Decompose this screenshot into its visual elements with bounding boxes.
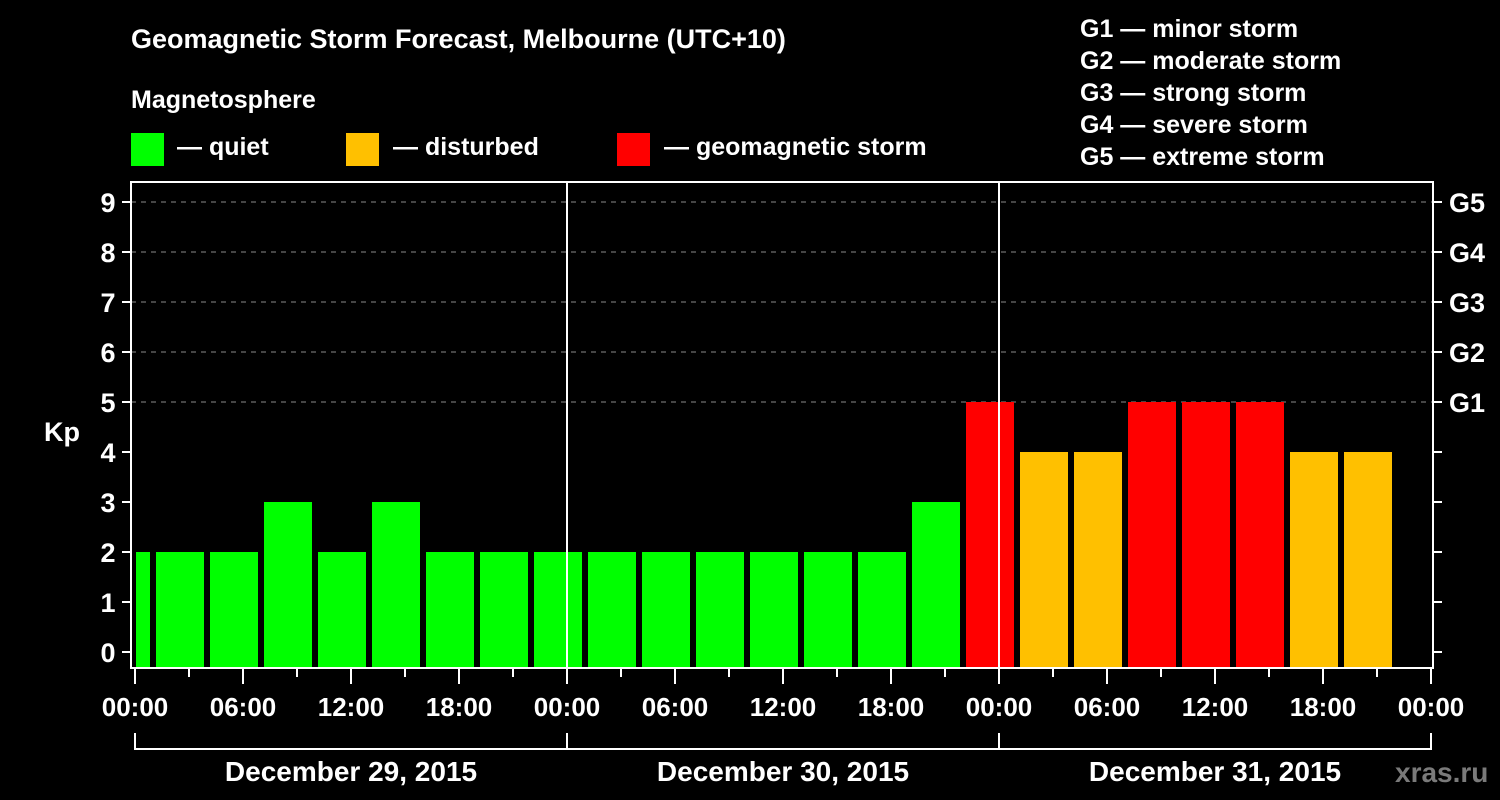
kp-bar [264,502,312,668]
kp-bar [642,552,690,668]
legend-swatch-quiet [131,133,164,166]
kp-bar [318,552,366,668]
x-tick-label: 00:00 [102,692,169,722]
legend-label-storm: — geomagnetic storm [664,133,927,161]
x-tick-label: 00:00 [534,692,601,722]
x-tick-label: 06:00 [642,692,709,722]
legend-label-disturbed: — disturbed [393,133,539,161]
bars [136,402,1392,668]
x-tick-label: 00:00 [1398,692,1465,722]
kp-bar [1344,452,1392,668]
date-bracket [134,733,1432,750]
storm-scale-g3: G3 — strong storm [1080,79,1307,107]
kp-bar [372,502,420,668]
kp-bar [858,552,906,668]
gridlines [131,201,1433,403]
date-label: December 31, 2015 [1089,756,1341,787]
kp-bar [804,552,852,668]
kp-bar [696,552,744,668]
x-tick-label: 18:00 [1290,692,1357,722]
legend-swatch-disturbed [346,133,379,166]
storm-level-label: G3 [1449,288,1485,318]
legend-label-quiet: — quiet [177,133,269,161]
y-tick-label: 4 [100,438,115,468]
chart-title: Geomagnetic Storm Forecast, Melbourne (U… [131,24,786,54]
x-tick-label: 12:00 [1182,692,1249,722]
kp-bar [156,552,204,668]
kp-bar [750,552,798,668]
y-axis-label: Kp [44,417,80,447]
x-tick-label: 00:00 [966,692,1033,722]
kp-bar [966,402,1014,668]
y-tick-label: 8 [100,238,115,268]
storm-level-label: G4 [1449,238,1485,268]
legend-swatch-storm [617,133,650,166]
kp-bar [1074,452,1122,668]
y-tick-label: 7 [100,288,115,318]
kp-bar [480,552,528,668]
axes: 0 1 2 3 4 5 6 7 8 9 G1 G2 G3 G4 G5 00:00 06:00 12:00 18:00… [100,188,1485,787]
storm-level-label: G2 [1449,338,1485,368]
storm-level-label: G5 [1449,188,1485,218]
y-tick-label: 5 [100,388,115,418]
y-tick-label: 1 [100,588,115,618]
x-tick-label: 12:00 [318,692,385,722]
kp-bar [1128,402,1176,668]
kp-bar [588,552,636,668]
kp-bar [912,502,960,668]
x-tick-label: 18:00 [426,692,493,722]
kp-bar [1182,402,1230,668]
kp-bar [1236,402,1284,668]
storm-scale-g1: G1 — minor storm [1080,15,1299,43]
x-tick-label: 06:00 [210,692,277,722]
kp-bar [1290,452,1338,668]
storm-scale-g4: G4 — severe storm [1080,111,1308,139]
kp-bar [534,552,582,668]
y-tick-label: 2 [100,538,115,568]
kp-bar [136,552,150,668]
y-tick-label: 9 [100,188,115,218]
y-tick-label: 6 [100,338,115,368]
kp-bar [210,552,258,668]
storm-level-label: G1 [1449,388,1485,418]
storm-scale-g2: G2 — moderate storm [1080,47,1342,75]
x-tick-label: 06:00 [1074,692,1141,722]
x-tick-label: 18:00 [858,692,925,722]
storm-scale-g5: G5 — extreme storm [1080,143,1325,171]
watermark: xras.ru [1395,757,1489,788]
y-tick-label: 0 [100,638,115,668]
y-tick-label: 3 [100,488,115,518]
date-label: December 30, 2015 [657,756,909,787]
kp-bar [426,552,474,668]
date-label: December 29, 2015 [225,756,477,787]
legend-heading: Magnetosphere [131,86,316,114]
kp-bar [1020,452,1068,668]
x-tick-label: 12:00 [750,692,817,722]
